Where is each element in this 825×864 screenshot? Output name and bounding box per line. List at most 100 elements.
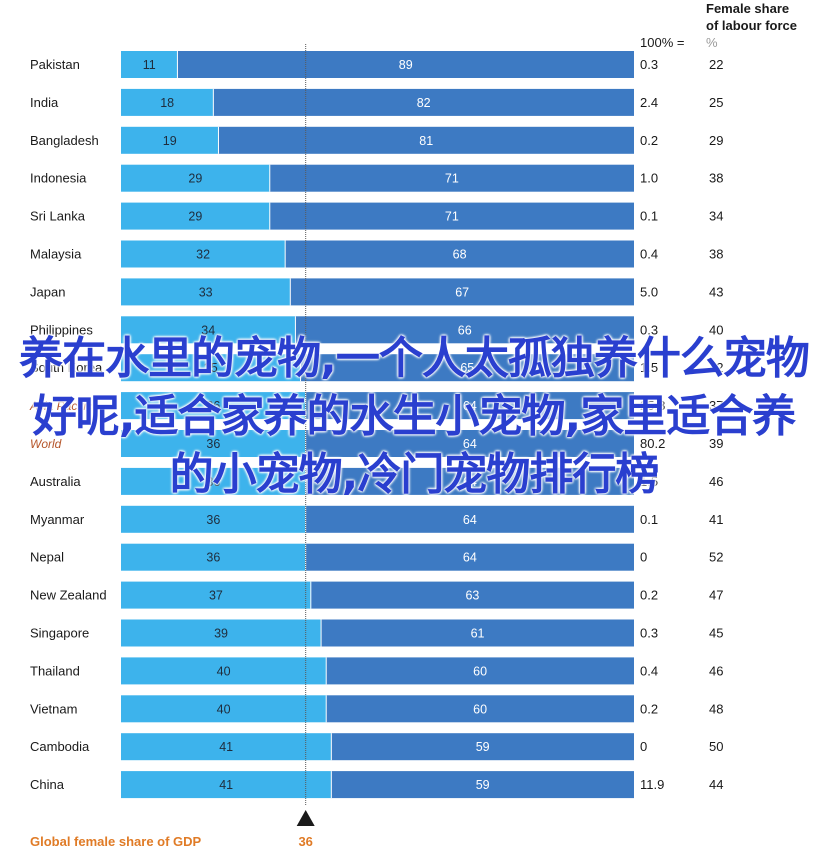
female-share-value-6: 43 <box>709 284 723 299</box>
ratio-value-5: 0.4 <box>640 247 658 262</box>
female-share-value-18: 50 <box>709 739 723 754</box>
female-share-value-12: 41 <box>709 512 723 527</box>
bar-segment-0-female <box>121 51 178 78</box>
bar-segment-2-male <box>218 126 634 154</box>
bar-value-female-2: 19 <box>163 134 177 148</box>
bar-segment-1-female <box>121 88 214 116</box>
bar-segment-15-female <box>121 619 322 647</box>
bar-segment-10-male <box>305 430 634 457</box>
ratio-value-12: 0.1 <box>640 512 658 527</box>
country-label-5: Malaysia <box>30 247 82 262</box>
bar-segment-15-male <box>321 619 634 647</box>
bar-value-male-3: 71 <box>445 172 459 186</box>
female-share-value-16: 46 <box>709 663 723 678</box>
female-share-value-15: 45 <box>709 626 723 641</box>
country-label-2: Bangladesh <box>30 133 99 148</box>
country-label-4: Sri Lanka <box>30 209 86 224</box>
ratio-value-18: 0 <box>640 739 647 754</box>
marker-triangle <box>296 810 315 826</box>
bar-value-female-19: 41 <box>219 778 233 792</box>
bar-value-female-8: 35 <box>204 361 218 375</box>
bar-value-male-14: 63 <box>465 589 479 603</box>
country-label-8: South Korea <box>30 360 103 375</box>
bar-segment-8-female <box>121 354 301 382</box>
country-label-3: Indonesia <box>30 171 87 186</box>
female-share-value-10: 39 <box>709 436 723 451</box>
ratio-value-7: 0.3 <box>640 322 658 337</box>
country-label-12: Myanmar <box>30 512 85 527</box>
bar-value-male-11: 64 <box>463 475 477 489</box>
female-share-unit: % <box>706 35 718 50</box>
bar-segment-12-female <box>121 505 306 533</box>
female-share-value-0: 22 <box>709 57 723 72</box>
ratio-column-header: 100% = <box>640 35 684 50</box>
ratio-value-14: 0.2 <box>640 588 658 603</box>
country-label-15: Singapore <box>30 626 89 641</box>
bar-value-female-3: 29 <box>188 172 202 186</box>
female-share-value-4: 34 <box>709 209 723 224</box>
ratio-value-19: 11.9 <box>640 777 664 792</box>
bar-segment-3-male <box>269 164 634 192</box>
ratio-value-1: 2.4 <box>640 95 658 110</box>
bar-segment-5-female <box>121 240 286 268</box>
female-share-value-17: 48 <box>709 701 723 716</box>
bar-value-female-18: 41 <box>219 740 233 754</box>
bar-segment-5-male <box>285 240 634 268</box>
bar-segment-16-female <box>121 657 327 685</box>
bar-segment-7-male <box>295 316 634 344</box>
ratio-value-9: 25.8 <box>640 398 665 413</box>
country-label-1: India <box>30 95 59 110</box>
bar-segment-8-male <box>300 354 634 382</box>
bar-value-female-7: 34 <box>201 323 215 337</box>
female-share-value-13: 52 <box>709 550 723 565</box>
bar-segment-11-male <box>305 467 634 495</box>
bar-value-male-18: 59 <box>476 740 490 754</box>
footer-label: Global female share of GDP <box>30 834 202 849</box>
bar-value-male-16: 60 <box>473 664 487 678</box>
bar-value-male-5: 68 <box>453 248 467 262</box>
bar-segment-17-female <box>121 695 327 723</box>
female-share-value-5: 38 <box>709 247 723 262</box>
bar-segment-6-male <box>290 278 634 306</box>
female-share-value-7: 40 <box>709 322 723 337</box>
bar-segment-14-male <box>310 581 634 609</box>
bar-segment-10-female <box>121 430 306 457</box>
bar-segment-18-male <box>331 733 634 761</box>
bar-segment-4-male <box>269 202 634 230</box>
female-share-value-11: 46 <box>709 474 723 489</box>
bar-value-female-14: 37 <box>209 589 223 603</box>
bar-segment-3-female <box>121 164 270 192</box>
bar-value-male-1: 82 <box>417 96 431 110</box>
ratio-value-11: 1.5 <box>640 474 658 489</box>
bar-value-male-15: 61 <box>471 627 485 641</box>
ratio-value-16: 0.4 <box>640 663 658 678</box>
female-share-value-9: 37 <box>709 398 723 413</box>
ratio-value-13: 0 <box>640 550 647 565</box>
ratio-value-8: 1.5 <box>640 360 658 375</box>
bar-segment-6-female <box>121 278 291 306</box>
bar-value-male-13: 64 <box>463 551 477 565</box>
country-label-13: Nepal <box>30 550 64 565</box>
country-label-14: New Zealand <box>30 588 107 603</box>
bar-segment-19-female <box>121 771 332 799</box>
country-label-6: Japan <box>30 284 65 299</box>
ratio-value-10: 80.2 <box>640 436 665 451</box>
bar-value-male-8: 65 <box>460 361 474 375</box>
bar-segment-7-female <box>121 316 296 344</box>
female-share-value-8: 42 <box>709 360 723 375</box>
overlay-title: 养在水里的宠物,一个人太孤独养什么宠物好呢,适合家养的水生小宠物,家里适合养的小… <box>19 333 810 500</box>
country-label-19: China <box>30 777 65 792</box>
bar-segment-13-male <box>305 543 634 571</box>
bar-value-female-15: 39 <box>214 627 228 641</box>
country-label-18: Cambodia <box>30 739 90 754</box>
bar-value-male-17: 60 <box>473 702 487 716</box>
bar-segment-9-male <box>305 392 634 420</box>
ratio-value-2: 0.2 <box>640 133 658 148</box>
bar-segment-19-male <box>331 771 634 799</box>
bar-segment-1-male <box>213 88 634 116</box>
bar-segment-9-female <box>121 392 306 420</box>
bar-segment-18-female <box>121 733 332 761</box>
bar-value-female-10: 36 <box>206 437 220 451</box>
female-share-value-2: 29 <box>709 133 723 148</box>
